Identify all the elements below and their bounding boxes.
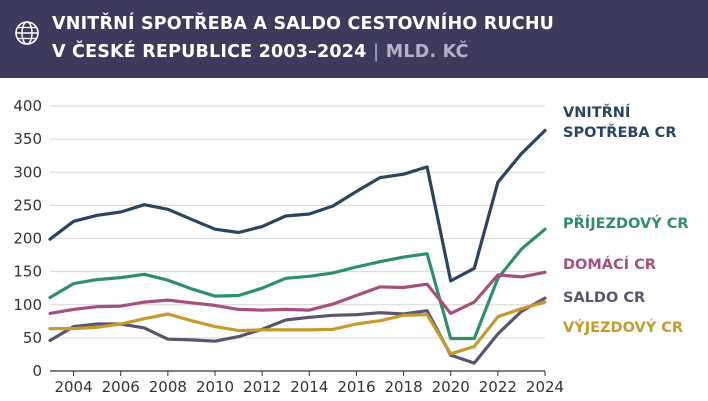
- x-tick-label: 2022: [479, 378, 517, 396]
- line-chart: 0 50 100 150 200 250 300 350 400 2004 2006 2008 201…: [13, 97, 689, 396]
- x-tick-label: 2012: [243, 378, 281, 396]
- legend-label-5: VÝJEZDOVÝ CR: [563, 318, 683, 336]
- y-tick-label: 150: [13, 263, 42, 281]
- y-tick-label: 100: [13, 296, 42, 314]
- legend: VNITŘNÍ SPOTŘEBA CR PŘÍJEZDOVÝ CR DOMÁCÍ CR…: [563, 104, 689, 336]
- legend-label-1: VNITŘNÍ: [563, 104, 630, 121]
- y-axis: 0 50 100 150 200 250 300 350 400: [13, 97, 42, 380]
- series-lines: [48, 128, 547, 365]
- x-tick-label: 2014: [290, 378, 328, 396]
- series-line-2: [48, 227, 547, 341]
- x-tick-label: 2018: [384, 378, 422, 396]
- y-tick-label: 250: [13, 196, 42, 214]
- y-tick-label: 200: [13, 230, 42, 248]
- legend-label-2: PŘÍJEZDOVÝ CR: [563, 214, 689, 232]
- x-tick-label: 2024: [526, 378, 564, 396]
- legend-label-3: DOMÁCÍ CR: [563, 256, 656, 273]
- series-line-3: [48, 270, 547, 315]
- x-tick-label: 2016: [337, 378, 375, 396]
- x-tick-label: 2010: [196, 378, 234, 396]
- x-tick-label: 2020: [432, 378, 470, 396]
- x-tick-label: 2004: [54, 378, 92, 396]
- chart-title-line1: VNITŘNÍ SPOTŘEBA A SALDO CESTOVNÍHO RUCH…: [52, 14, 555, 34]
- chart-title-line2: V ČESKÉ REPUBLICE 2003–2024 | MLD. KČ: [52, 42, 469, 62]
- series-line-1: [48, 128, 547, 283]
- y-tick-label: 300: [13, 163, 42, 181]
- y-tick-label: 0: [32, 362, 42, 380]
- x-axis: 2004 2006 2008 2010 2012 2014 2016 2018 2020 2022…: [54, 371, 564, 396]
- x-tick-label: 2008: [149, 378, 187, 396]
- chart-title-line2-text: V ČESKÉ REPUBLICE 2003–2024: [52, 42, 367, 62]
- legend-label-1: SPOTŘEBA CR: [563, 124, 677, 141]
- unit-label: MLD. KČ: [385, 42, 469, 62]
- globe-icon: [15, 21, 39, 45]
- y-tick-label: 350: [13, 130, 42, 148]
- series-line-4: [48, 296, 547, 365]
- legend-label-4: SALDO CR: [563, 290, 645, 306]
- series-line-5: [48, 300, 547, 356]
- title-separator: |: [372, 42, 380, 62]
- y-tick-label: 50: [23, 329, 42, 347]
- y-tick-label: 400: [13, 97, 42, 115]
- header-banner: VNITŘNÍ SPOTŘEBA A SALDO CESTOVNÍHO RUCH…: [0, 0, 708, 78]
- x-tick-label: 2006: [102, 378, 140, 396]
